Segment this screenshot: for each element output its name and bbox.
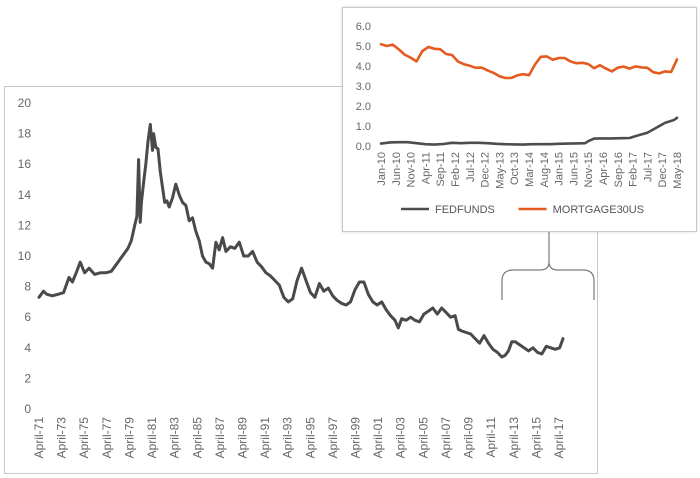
inset-x-tick-label: Apr-16 (598, 152, 610, 185)
inset-x-tick-label: Aug-14 (539, 152, 551, 187)
inset-x-tick-label: Jan-10 (376, 152, 388, 186)
y-tick-label: 6 (24, 310, 31, 324)
x-tick-label: April-99 (349, 417, 363, 459)
inset-x-tick-label: Jun-15 (568, 152, 580, 186)
x-tick-label: April-95 (303, 417, 317, 459)
inset-y-tick-label: 5.0 (356, 41, 371, 53)
x-tick-label: April-73 (55, 417, 69, 459)
x-tick-label: April-77 (100, 417, 114, 459)
inset-x-tick-label: Jun-10 (391, 152, 403, 186)
y-tick-label: 18 (18, 127, 32, 141)
x-tick-label: April-91 (258, 417, 272, 459)
x-tick-label: April-17 (552, 417, 566, 459)
series-line (37, 122, 565, 359)
x-tick-label: April-81 (145, 417, 159, 459)
inset-x-tick-label: Apr-11 (420, 152, 432, 184)
inset-y-tick-label: 3.0 (356, 81, 371, 93)
inset-y-tick-label: 6.0 (356, 21, 371, 33)
inset-x-tick-label: Dec-12 (480, 152, 492, 187)
inset-y-tick-label: 4.0 (356, 61, 371, 73)
x-tick-label: April-83 (168, 417, 182, 459)
x-tick-label: April-11 (484, 417, 498, 458)
y-tick-label: 0 (24, 402, 31, 416)
legend-label: MORTGAGE30US (553, 204, 645, 216)
inset-x-tick-label: Sep-11 (435, 152, 447, 187)
y-tick-label: 8 (24, 280, 31, 294)
x-tick-label: April-09 (462, 417, 476, 459)
x-tick-label: April-03 (394, 417, 408, 459)
x-tick-label: April-85 (190, 417, 204, 459)
x-tick-label: April-05 (416, 417, 430, 459)
x-tick-label: April-07 (439, 417, 453, 459)
inset-series-line (379, 116, 679, 146)
inset-chart-panel: 0.0 1.0 2.0 3.0 4.0 5.0 6.0 Jan-10 Jun-10 Nov-10 A… (342, 7, 697, 232)
y-tick-label: 20 (18, 96, 32, 110)
x-tick-label: April-01 (371, 417, 385, 459)
y-tick-label: 2 (24, 371, 31, 385)
inset-y-tick-label: 0.0 (356, 141, 371, 153)
inset-x-tick-label: May-18 (672, 152, 684, 189)
inset-x-tick-label: Oct-13 (509, 152, 521, 185)
x-tick-label: April-93 (281, 417, 295, 459)
x-tick-label: April-79 (122, 417, 136, 459)
x-tick-label: April-71 (32, 417, 46, 459)
y-tick-label: 10 (18, 249, 32, 263)
x-tick-label: April-97 (326, 417, 340, 459)
inset-x-tick-label: Sep-16 (613, 152, 625, 187)
x-tick-label: April-15 (529, 417, 543, 459)
inset-x-tick-label: Nov-15 (583, 152, 595, 187)
x-tick-label: April-89 (235, 417, 249, 459)
x-tick-label: April-13 (507, 417, 521, 459)
inset-y-tick-label: 1.0 (356, 121, 371, 133)
y-tick-label: 14 (18, 188, 32, 202)
inset-y-tick-label: 2.0 (356, 101, 371, 113)
x-tick-label: April-87 (213, 417, 227, 459)
inset-x-tick-label: Feb-12 (450, 152, 462, 187)
main-chart-svg: 0 2 4 6 8 10 12 14 16 18 20 April-71 April-73 April-7… (18, 96, 566, 459)
inset-x-tick-label: Jul-17 (642, 152, 654, 182)
inset-x-tick-label: Mar-14 (524, 152, 536, 187)
inset-x-tick-label: Jan-15 (554, 152, 566, 186)
legend-label: FEDFUNDS (435, 204, 495, 216)
y-tick-label: 16 (18, 157, 32, 171)
y-tick-label: 12 (18, 218, 32, 232)
inset-x-tick-label: Jul-12 (465, 152, 477, 182)
x-tick-label: April-75 (77, 417, 91, 459)
inset-series-line (379, 42, 679, 80)
inset-x-tick-label: Nov-10 (406, 152, 418, 187)
inset-x-tick-label: May-13 (494, 152, 506, 189)
inset-x-tick-label: Dec-17 (657, 152, 669, 187)
inset-x-tick-label: Feb-17 (628, 152, 640, 187)
y-tick-label: 4 (24, 341, 31, 355)
